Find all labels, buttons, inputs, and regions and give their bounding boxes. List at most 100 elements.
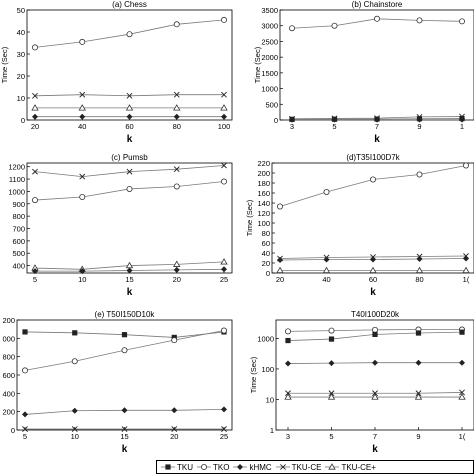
data-point [328, 390, 335, 397]
data-point [221, 266, 227, 273]
data-point [370, 256, 376, 263]
data-point [173, 113, 180, 120]
y-tick-label: 700 [12, 225, 25, 234]
legend: TKU TKO kHMC TKU-CE TKU-CE+ [156, 460, 474, 474]
data-point [221, 162, 227, 169]
y-tick-label: 600 [2, 371, 15, 380]
y-tick-label: 2500 [261, 37, 278, 46]
y-tick-label: 200 [2, 408, 15, 417]
data-point [121, 332, 128, 338]
y-tick-label: 1100 [9, 175, 25, 184]
data-point [173, 266, 180, 273]
data-point [328, 336, 335, 342]
data-point [32, 92, 38, 99]
data-point [171, 337, 178, 344]
series-TKU [22, 329, 227, 341]
data-point [173, 91, 180, 98]
data-point [79, 91, 86, 98]
data-point [371, 393, 379, 400]
data-point [32, 197, 39, 204]
series-kHMC [32, 266, 227, 275]
series-TKU-CE+ [284, 393, 466, 400]
x-axis-label: k [372, 444, 378, 455]
data-point [459, 389, 465, 396]
data-point [220, 178, 227, 185]
x-tick-label: 80 [415, 275, 423, 284]
y-tick-label: 400 [12, 262, 25, 271]
data-point [221, 113, 227, 120]
data-point [289, 116, 295, 123]
series-TKU-CE [32, 91, 227, 99]
x-tick-label: 5 [332, 122, 336, 131]
legend-item: TKU-CE+ [325, 462, 376, 472]
series-TKO [288, 15, 465, 32]
data-point [32, 168, 38, 175]
data-point [173, 166, 180, 173]
data-point [125, 104, 134, 111]
y-tick-label: 200 [257, 169, 270, 178]
data-point [173, 104, 181, 111]
y-tick-label: 160 [257, 189, 270, 198]
data-point [285, 337, 291, 344]
y-tick-label: 50 [17, 6, 25, 15]
x-tick-label: 3 [286, 432, 290, 441]
series-TKU-CE+ [31, 104, 228, 111]
data-point [220, 104, 228, 111]
legend-item: kHMC [233, 463, 272, 472]
data-point [276, 203, 283, 210]
y-tick-label: 10 [266, 395, 274, 404]
chart-title: (a) Chess [112, 0, 147, 9]
x-axis-label: k [122, 444, 128, 455]
y-axis-label: Time (Sec) [253, 46, 262, 83]
x-tick-label: 40 [78, 122, 86, 131]
data-point [374, 116, 380, 123]
data-point [171, 426, 178, 433]
x-tick-label: 5 [329, 432, 333, 441]
series-kHMC [32, 113, 227, 120]
x-tick-label: 20 [170, 432, 178, 441]
y-tick-label: 140 [257, 199, 270, 208]
x-tick-label: 15 [125, 275, 133, 284]
legend-label: TKU-CE+ [341, 462, 376, 472]
circle-marker-icon [197, 464, 211, 470]
y-tick-label: 220 [257, 159, 270, 168]
data-point [288, 25, 295, 32]
y-tick-label: 2000 [261, 53, 278, 62]
y-tick-label: 000 [2, 334, 15, 343]
data-point [79, 268, 86, 275]
series-TKU-CE [32, 162, 227, 180]
series-kHMC [289, 116, 465, 123]
data-point [126, 113, 133, 120]
legend-label: TKU-CE [291, 462, 322, 472]
plot-frame [26, 9, 233, 121]
chart-title: (b) Chainstore [352, 0, 403, 9]
data-point [322, 266, 331, 274]
chart-d: (d)T35I100D7k020406080100120140160180200… [245, 153, 474, 298]
data-point [220, 258, 228, 265]
series-TKU [285, 329, 465, 344]
data-point [21, 367, 28, 374]
series-kHMC [285, 359, 465, 367]
x-tick-label: 25 [220, 275, 228, 284]
data-point [415, 330, 422, 336]
chart-a: (a) Chess 0 10 20 30 40 50 20 40 60 80 100 k Time (Se… [0, 0, 233, 145]
data-point [71, 358, 78, 365]
x-axis-label: k [127, 134, 133, 145]
legend-item: TKU [161, 463, 193, 472]
series-TKO [32, 178, 227, 204]
x-tick-label: 3 [290, 122, 294, 131]
series-TKU-CE [285, 389, 465, 397]
y-tick-label: 3000 [261, 22, 278, 31]
data-point [22, 329, 28, 335]
chart-c: (c) Pumsb 400 500 600 700 800 900 1000 1100 1200 5… [8, 153, 233, 298]
y-axis-label: Time (Sec) [0, 46, 9, 83]
chart-e: (e) T50I150D10k 0 200 400 600 800 000 200 5 10 15 2… [2, 310, 233, 455]
x-tick-label: 40 [322, 275, 330, 284]
y-tick-label: 100 [261, 365, 274, 374]
x-tick-label: 60 [125, 122, 133, 131]
x-tick-label: 5 [23, 432, 27, 441]
x-tick-label: 7 [375, 122, 379, 131]
x-tick-label: 15 [120, 432, 128, 441]
y-tick-label: 500 [12, 249, 25, 258]
